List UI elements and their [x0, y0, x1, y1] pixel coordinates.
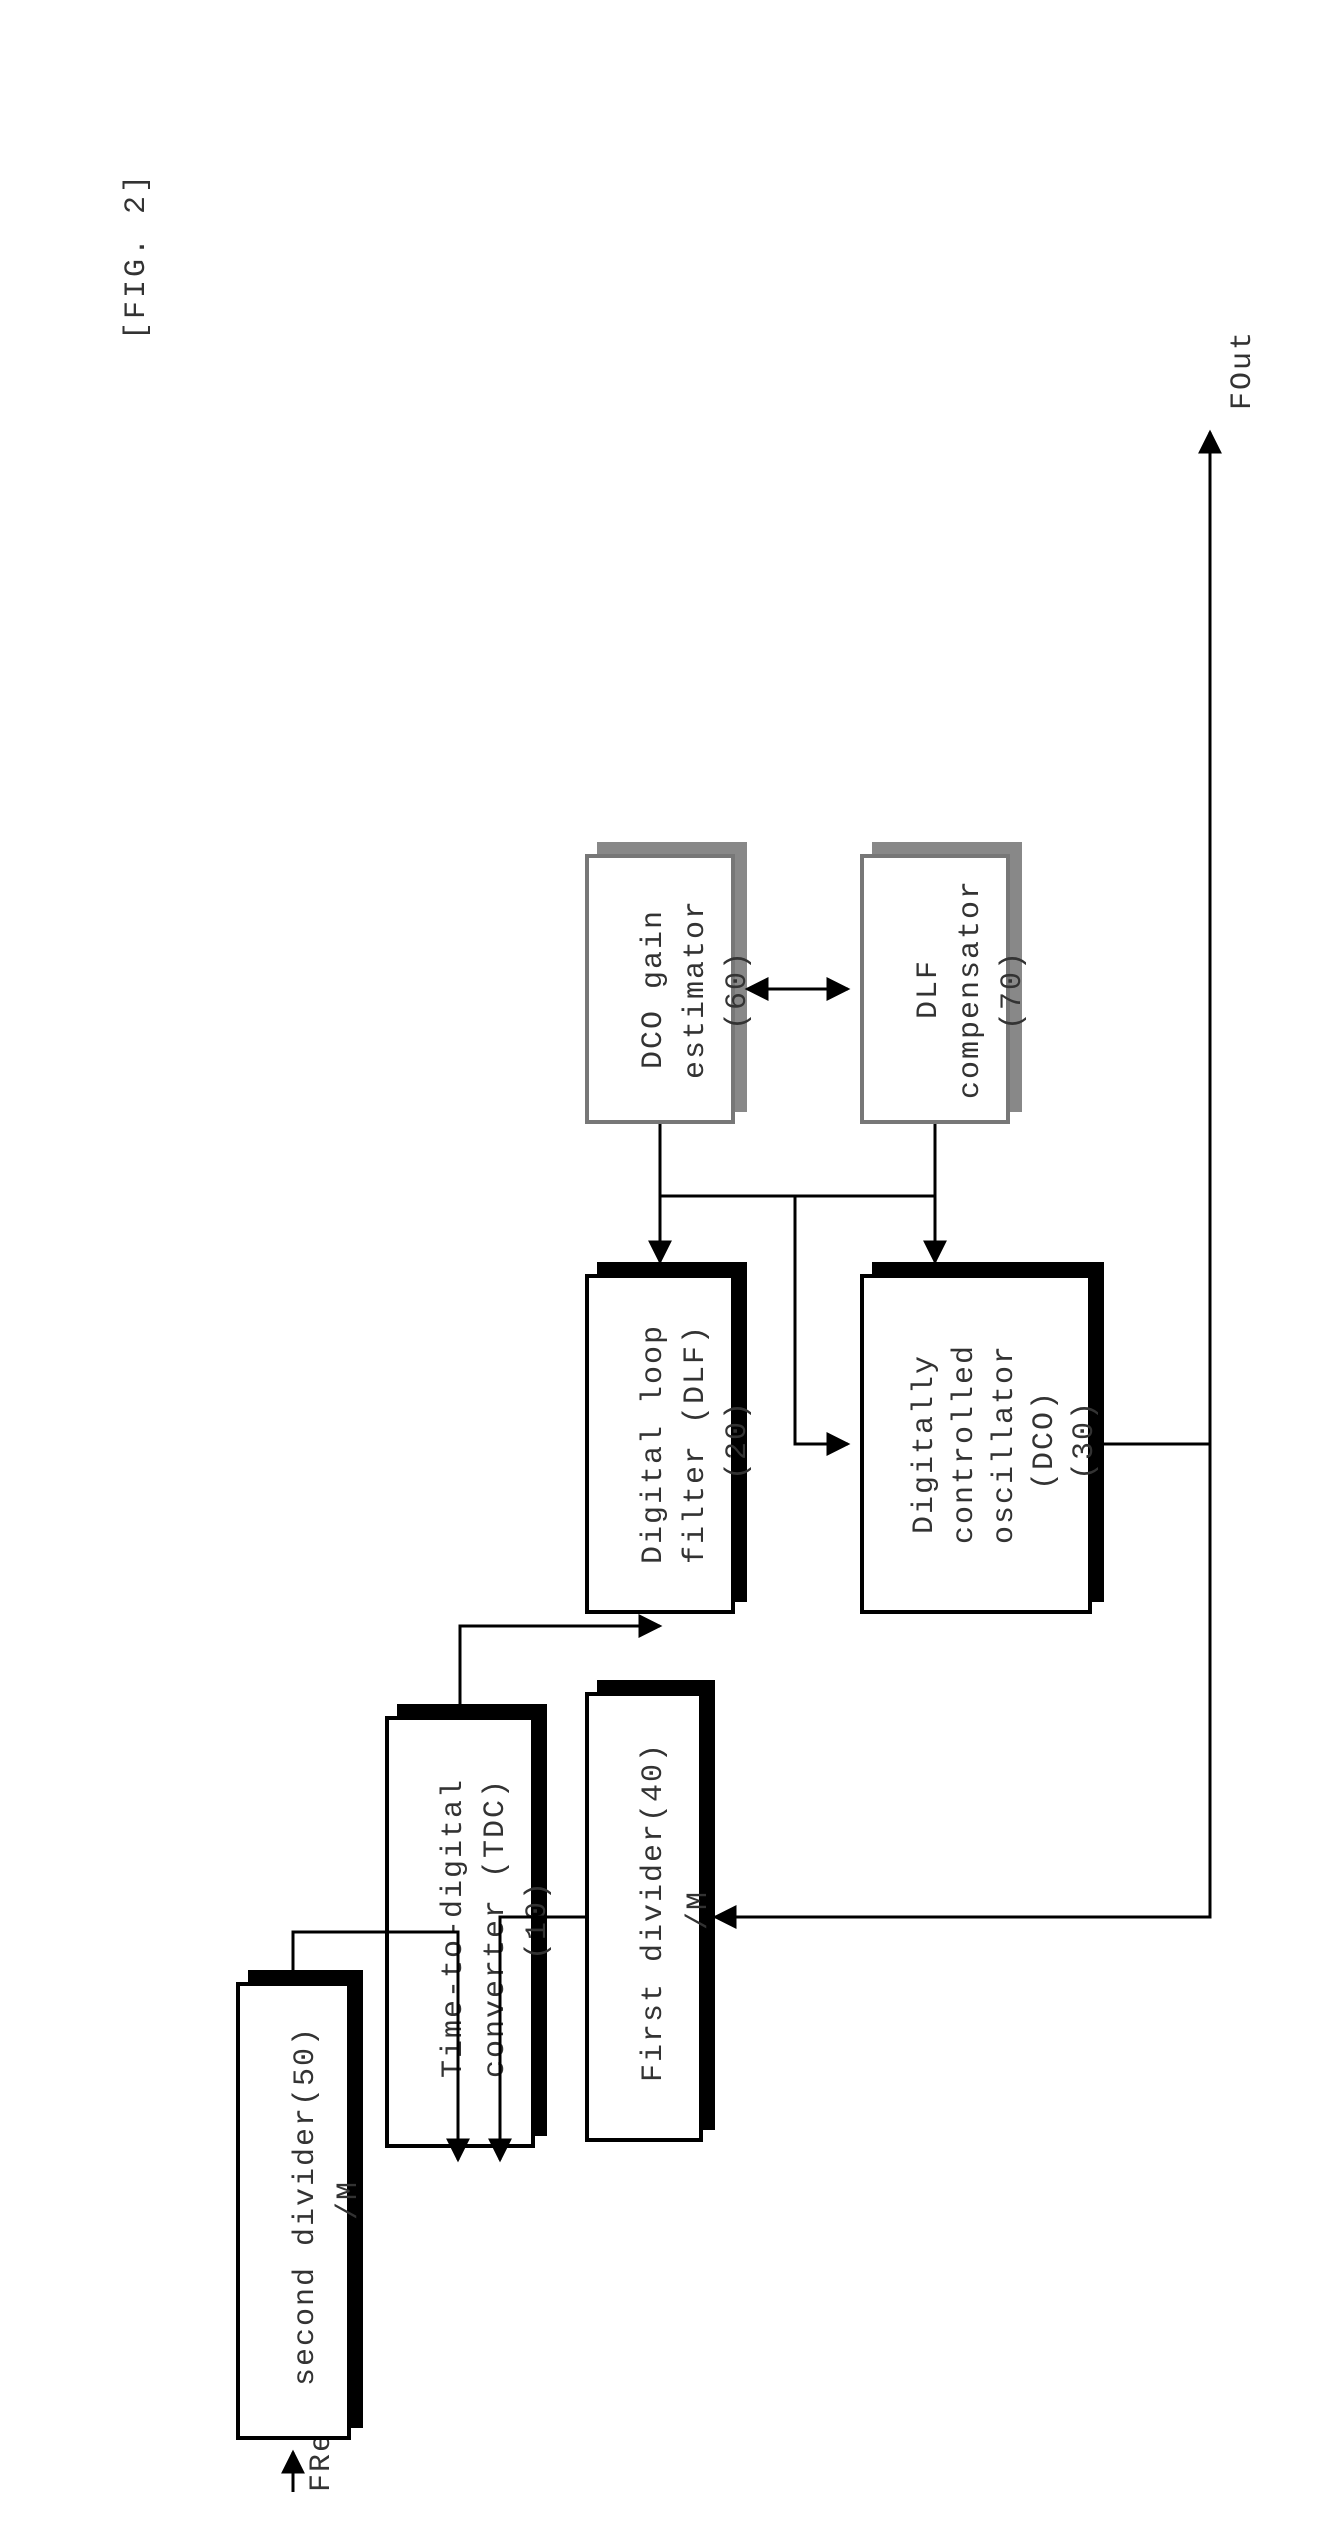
wire-feedback-div1 [715, 1444, 1210, 1917]
wire-bus-dco [795, 1196, 848, 1444]
wire-div2-tdc [293, 1932, 458, 2160]
wires-svg [40, 40, 1295, 2492]
wire-tdc-dlf [460, 1626, 660, 1716]
diagram-canvas: [FIG. 2] FRef FOut second divider(50) /M… [40, 40, 1295, 2492]
wire-div1-tdc [500, 1917, 585, 2160]
